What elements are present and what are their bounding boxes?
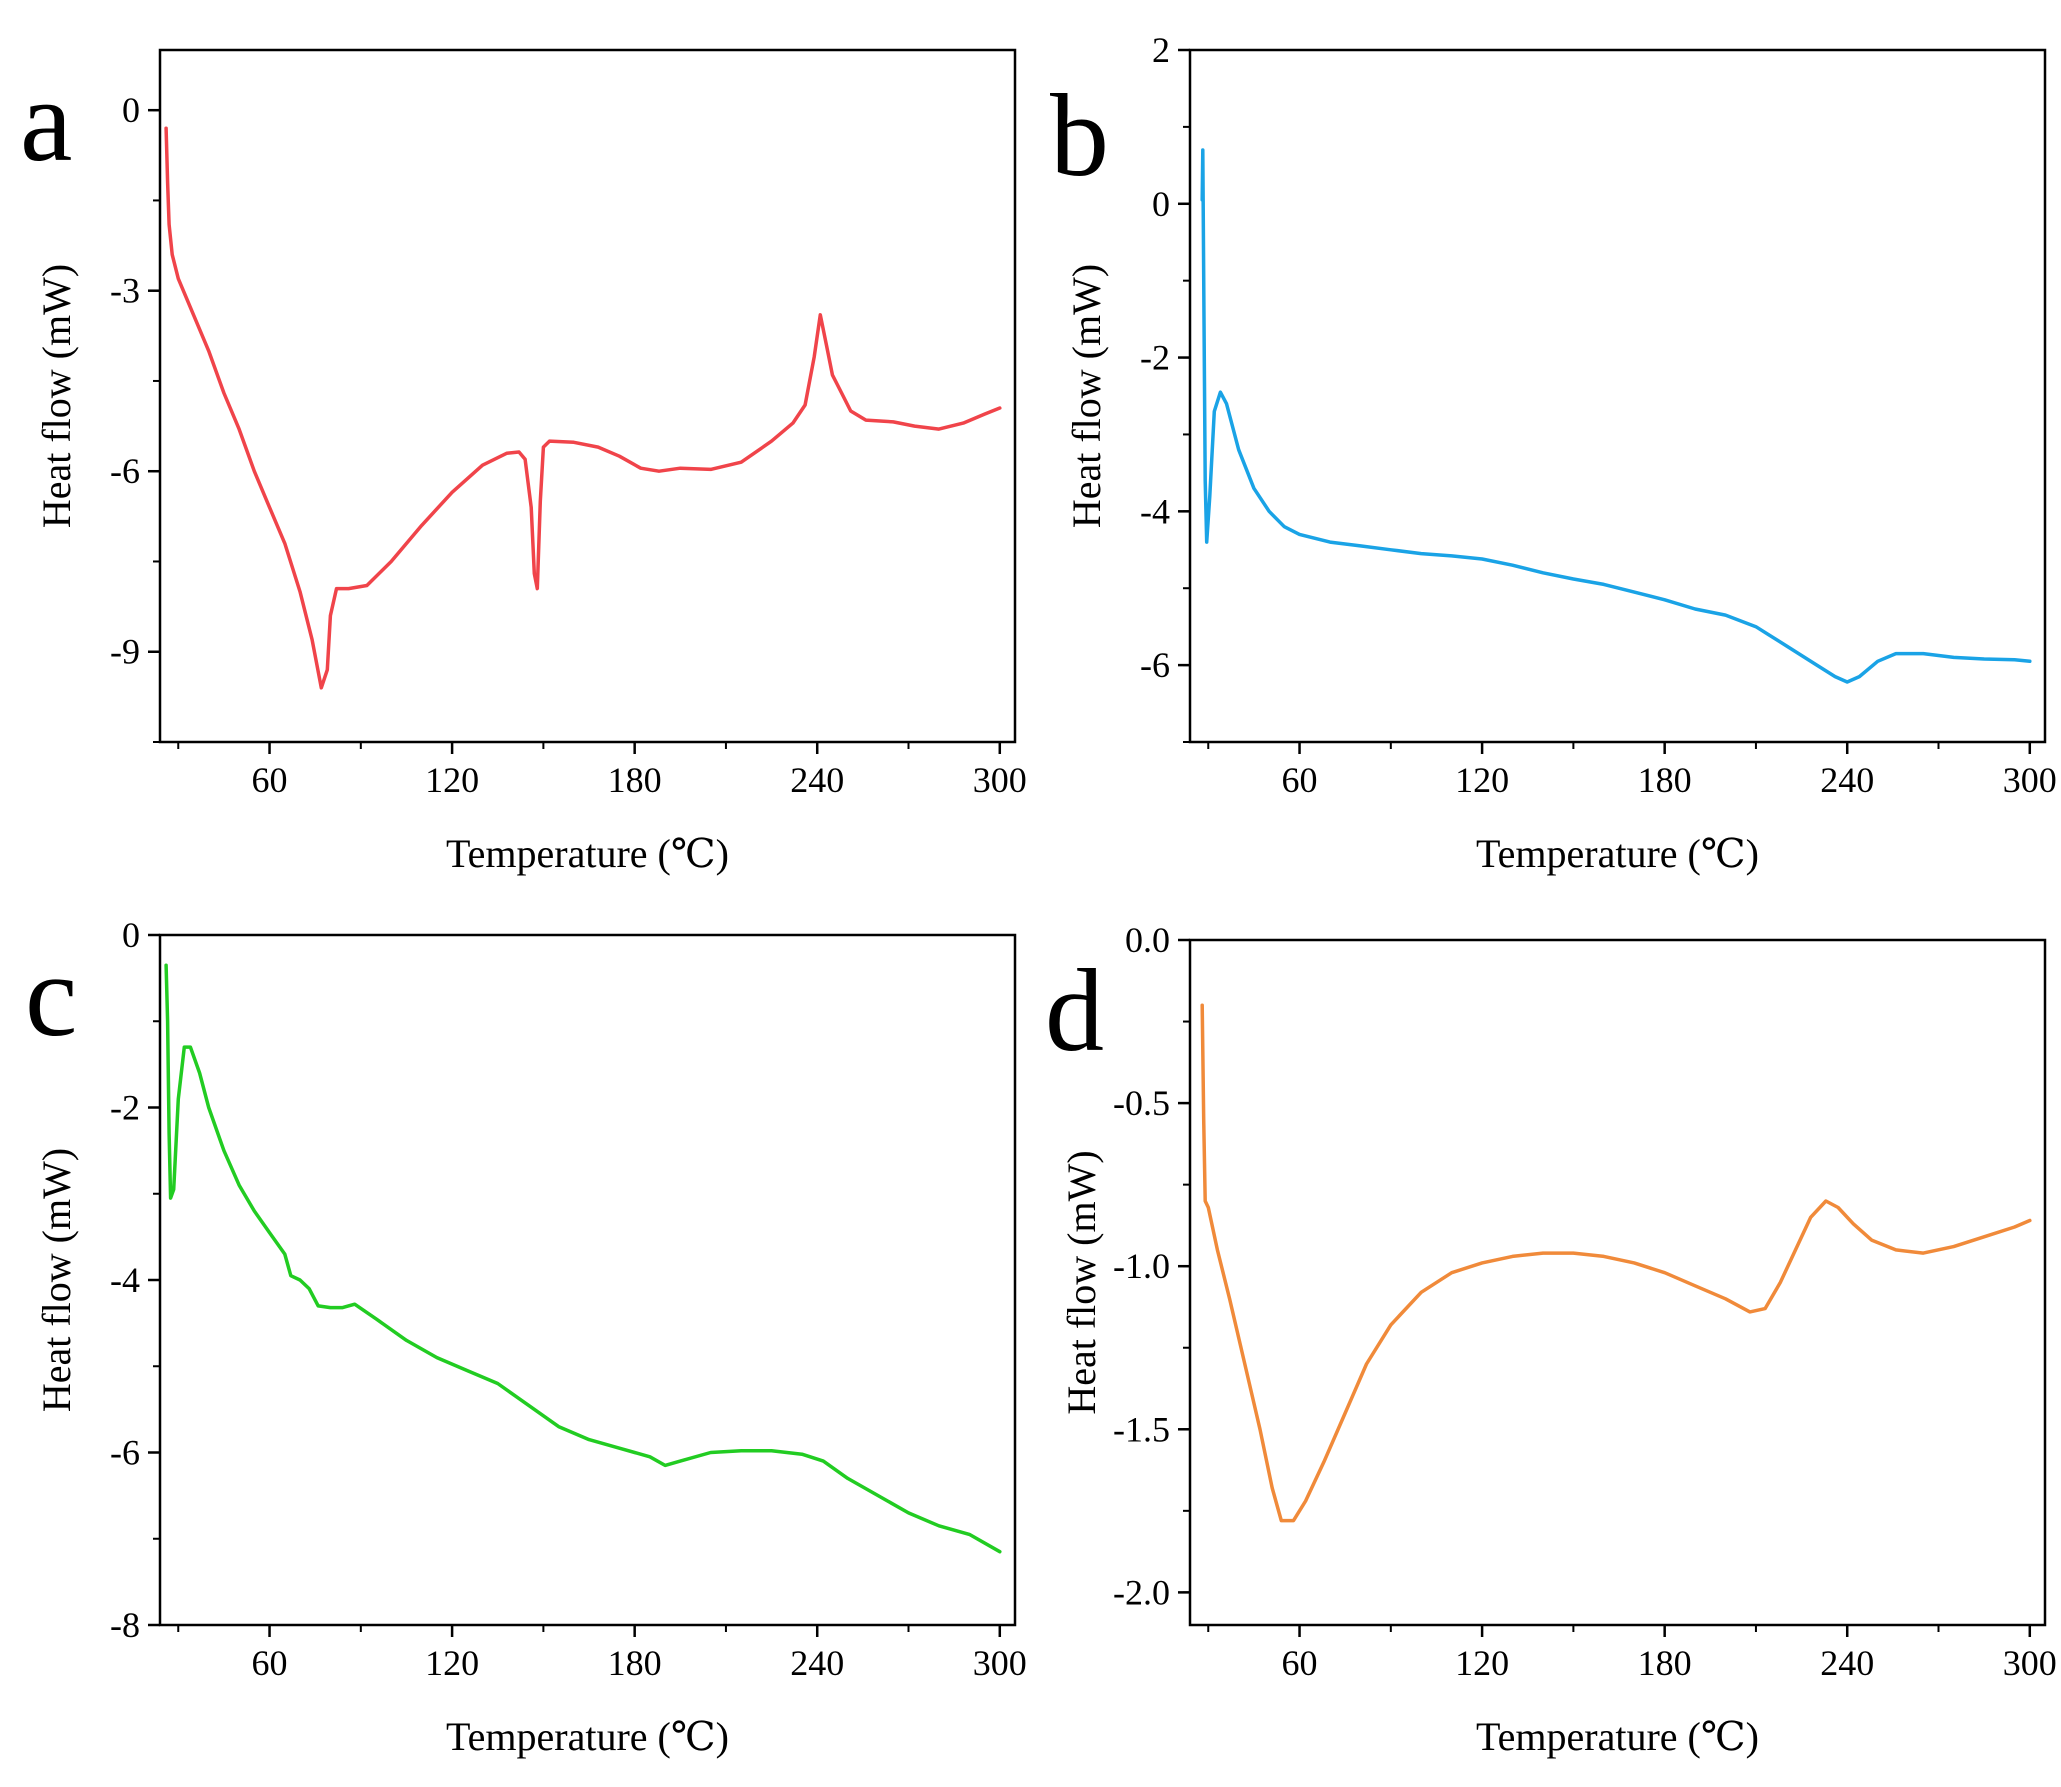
panel-letter: d: [1045, 945, 1104, 1076]
x-tick-label: 120: [425, 760, 479, 800]
x-axis-title: Temperature (℃): [446, 831, 729, 876]
x-tick-label: 240: [790, 1643, 844, 1683]
plot-frame: [1188, 48, 2047, 744]
series-line-a: [164, 126, 1002, 690]
x-tick-label: 180: [608, 760, 662, 800]
y-axis-title: Heat flow (mW): [1064, 264, 1109, 528]
panel-letter: b: [1050, 70, 1109, 201]
x-tick-label: 300: [973, 760, 1027, 800]
y-tick-label: -2: [1140, 338, 1170, 378]
x-tick-label: 240: [1820, 1643, 1874, 1683]
y-tick-label: -6: [1140, 645, 1170, 685]
x-tick-label: 300: [2003, 1643, 2057, 1683]
series-line-c: [164, 963, 1002, 1554]
y-tick-label: -0.5: [1113, 1083, 1170, 1123]
x-axis-title: Temperature (℃): [1476, 1714, 1759, 1759]
x-tick-label: 180: [1638, 1643, 1692, 1683]
x-axis-title: Temperature (℃): [1476, 831, 1759, 876]
y-tick-label: -6: [110, 451, 140, 491]
x-tick-label: 240: [1820, 760, 1874, 800]
x-tick-label: 300: [2003, 760, 2057, 800]
y-tick-label: 2: [1152, 30, 1170, 70]
x-axis-title: Temperature (℃): [446, 1714, 729, 1759]
plot-frame: [158, 933, 1017, 1627]
x-tick-label: 180: [1638, 760, 1692, 800]
panel-letter: c: [25, 930, 77, 1061]
x-tick-label: 60: [1282, 760, 1318, 800]
y-axis-title: Heat flow (mW): [34, 1148, 79, 1412]
x-tick-label: 300: [973, 1643, 1027, 1683]
y-tick-label: -9: [110, 632, 140, 672]
panel-letter: a: [20, 55, 72, 186]
x-tick-label: 180: [608, 1643, 662, 1683]
x-tick-label: 120: [1455, 1643, 1509, 1683]
series-line-d: [1200, 1003, 2032, 1523]
y-tick-label: 0.0: [1125, 920, 1170, 960]
y-tick-label: -1.5: [1113, 1409, 1170, 1449]
series-line-b: [1200, 148, 2032, 684]
x-tick-label: 60: [252, 760, 288, 800]
y-tick-label: 0: [1152, 184, 1170, 224]
y-tick-label: -4: [1140, 491, 1170, 531]
panel-c: 60 120 180 240 300 0 -2 -4 -6 -8 Temperature (℃) He…: [25, 915, 1027, 1759]
x-tick-label: 60: [252, 1643, 288, 1683]
y-tick-label: -8: [110, 1605, 140, 1645]
y-tick-label: -1.0: [1113, 1246, 1170, 1286]
y-axis-title: Heat flow (mW): [34, 264, 79, 528]
panel-a: 60 120 180 240 300 0 -3 -6 -9 Temperature (℃) Heat…: [20, 48, 1027, 876]
panel-b: 60 120 180 240 300 2 0 -2 -4 -6 Temperature (℃) Hea…: [1050, 30, 2057, 876]
y-tick-label: -2: [110, 1088, 140, 1128]
y-tick-label: -6: [110, 1433, 140, 1473]
x-tick-label: 120: [425, 1643, 479, 1683]
x-tick-label: 240: [790, 760, 844, 800]
panel-d: 60 120 180 240 300 0.0 -0.5 -1.0 -1.5 -2.0 Tempera…: [1045, 920, 2057, 1759]
y-tick-label: 0: [122, 915, 140, 955]
x-tick-label: 60: [1282, 1643, 1318, 1683]
x-tick-label: 120: [1455, 760, 1509, 800]
y-axis-title: Heat flow (mW): [1059, 1150, 1104, 1414]
plot-frame: [1188, 938, 2047, 1627]
y-tick-label: -2.0: [1113, 1572, 1170, 1612]
plot-frame: [158, 48, 1017, 744]
y-tick-label: -4: [110, 1260, 140, 1300]
y-tick-label: -3: [110, 271, 140, 311]
y-tick-label: 0: [122, 90, 140, 130]
